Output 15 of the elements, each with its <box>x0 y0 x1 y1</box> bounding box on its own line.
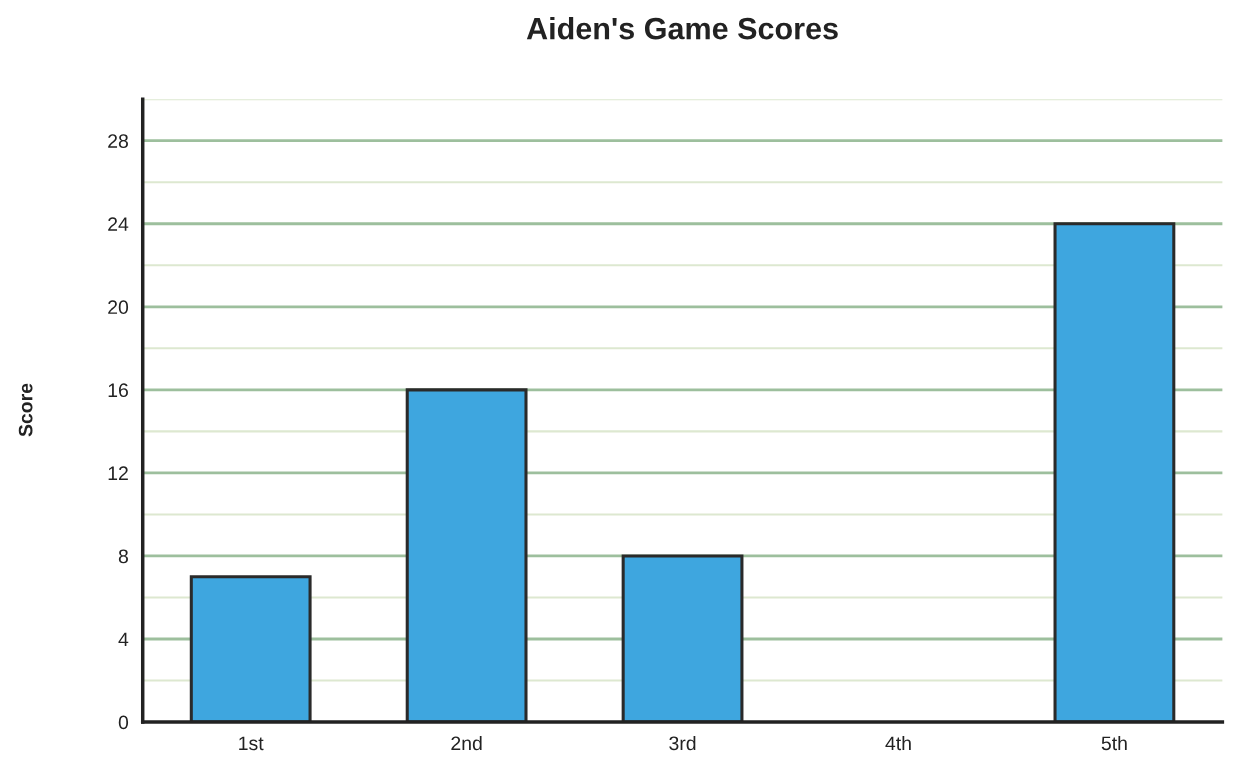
x-tick-label: 3rd <box>669 735 696 751</box>
y-tick-label: 4 <box>118 632 129 647</box>
x-tick-label: 1st <box>239 736 264 751</box>
x-tick-label: 2nd <box>451 735 482 751</box>
y-axis-title: Score <box>18 383 33 437</box>
y-tick-label: 28 <box>108 134 128 148</box>
y-tick-label: 24 <box>108 217 129 231</box>
y-tick-label: 20 <box>108 300 129 315</box>
y-tick-label: 8 <box>118 549 128 564</box>
chart-title: Aiden's Game Scores <box>526 17 838 40</box>
y-tick-label: 0 <box>118 715 129 730</box>
x-tick-label: 4th <box>885 735 911 751</box>
y-tick-label: 12 <box>108 466 128 480</box>
y-tick-label: 16 <box>108 383 128 398</box>
x-tick-label: 5th <box>1101 735 1127 751</box>
